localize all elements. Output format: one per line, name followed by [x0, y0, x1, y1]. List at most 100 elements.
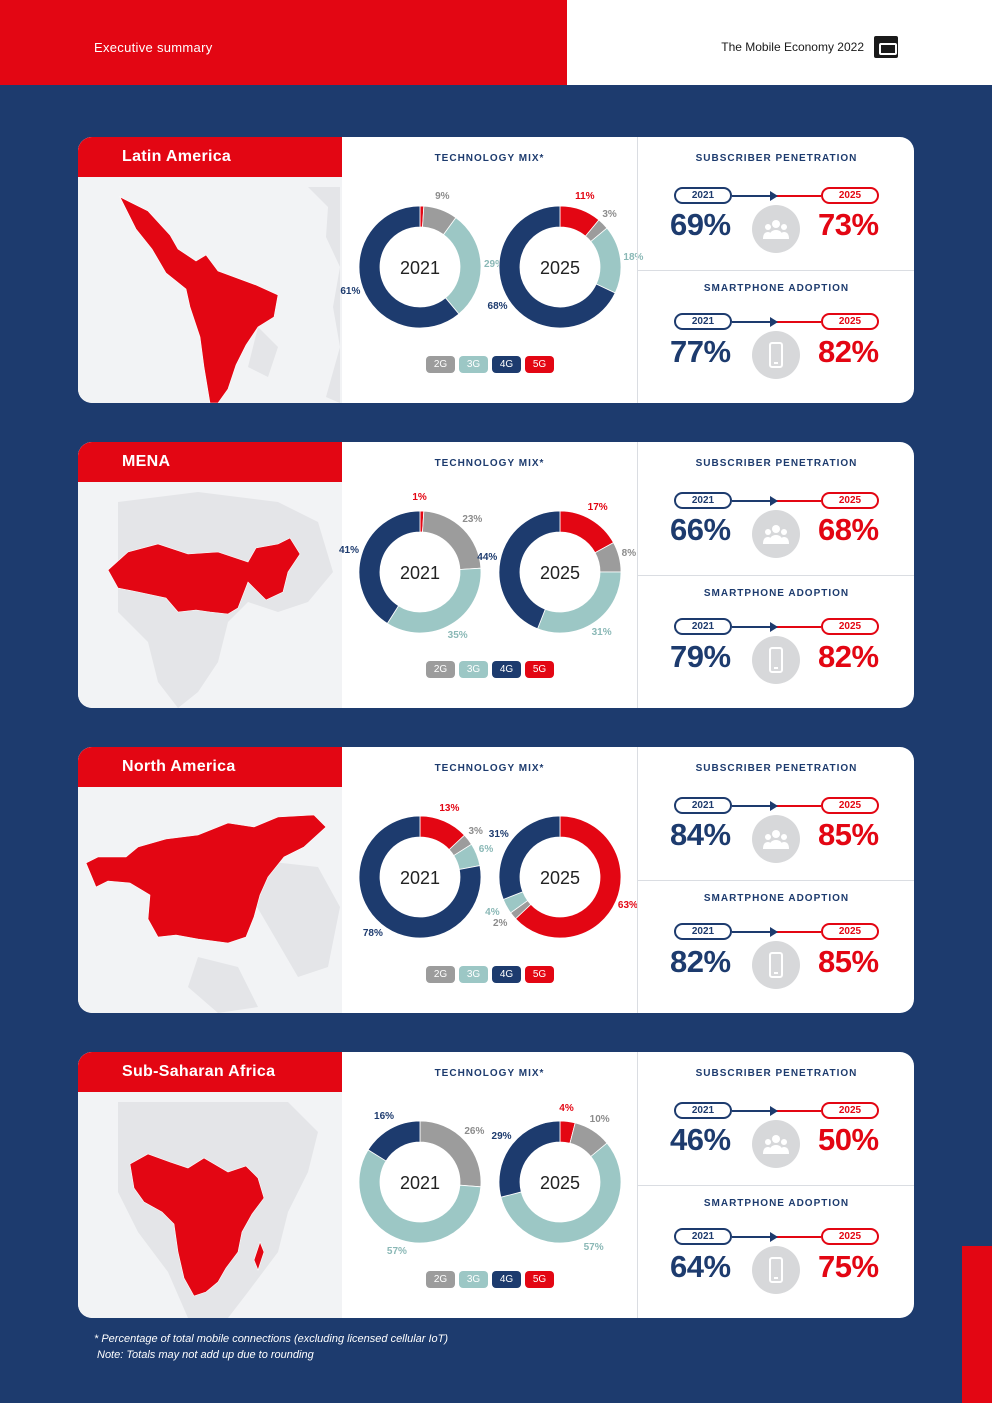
- slice-label-2g: 10%: [589, 1113, 610, 1125]
- donut-chart-2021: 2021: [358, 205, 482, 329]
- stats-panel: SUBSCRIBER PENETRATION 2021 2025 46% 50%…: [637, 1052, 914, 1318]
- technology-mix-panel: TECHNOLOGY MIX* 2G 3G 4G 5G 2021 13% 3% 6% 7…: [342, 747, 638, 1013]
- technology-mix-title: TECHNOLOGY MIX*: [434, 1068, 545, 1079]
- section-title: Executive summary: [94, 40, 213, 55]
- donut-chart-2021: 2021: [358, 510, 482, 634]
- arrow-icon: [732, 801, 821, 811]
- smartphone-adoption-2021: 79%: [670, 639, 731, 674]
- legend-3g: 3G: [459, 966, 488, 983]
- donut-slice-4g: [498, 1120, 561, 1198]
- arrow-icon: [732, 1106, 821, 1116]
- subscriber-penetration-title: SUBSCRIBER PENETRATION: [695, 458, 858, 469]
- donut-chart-2025: 2025: [498, 1120, 622, 1244]
- smartphone-adoption-2021: 82%: [670, 944, 731, 979]
- people-icon-circle: [752, 1120, 800, 1168]
- donut-slice-4g: [498, 205, 616, 329]
- smartphone-icon: [769, 342, 783, 368]
- map-background-land: [188, 857, 340, 1013]
- donut-chart-2025: 2025: [498, 205, 622, 329]
- region-card: Latin America TECHNOLOGY MIX* 2G 3G 4G 5…: [78, 137, 914, 403]
- technology-mix-title: TECHNOLOGY MIX*: [434, 763, 545, 774]
- arrow-icon: [732, 317, 821, 327]
- stats-panel: SUBSCRIBER PENETRATION 2021 2025 69% 73%…: [637, 137, 914, 403]
- map-icon: [85, 814, 340, 1013]
- people-icon: [763, 220, 789, 239]
- subscriber-penetration-2025: 50%: [818, 1122, 879, 1157]
- legend-2g: 2G: [426, 661, 455, 678]
- smartphone-adoption-2021: 64%: [670, 1249, 731, 1284]
- technology-mix-panel: TECHNOLOGY MIX* 2G 3G 4G 5G 2021 1% 23% 35%…: [338, 442, 637, 708]
- donut-slice-4g: [367, 1120, 421, 1162]
- slice-label-3g: 6%: [478, 843, 494, 855]
- legend-5g: 5G: [525, 966, 554, 983]
- subscriber-penetration-2025: 73%: [818, 207, 879, 242]
- smartphone-adoption-2025: 82%: [818, 334, 879, 369]
- technology-mix-title: TECHNOLOGY MIX*: [434, 153, 545, 164]
- donut-center-year: 2025: [540, 258, 580, 278]
- people-icon-circle: [752, 205, 800, 253]
- tech-mix-donut-2021: 2021: [350, 502, 490, 642]
- slice-label-3g: 57%: [386, 1246, 407, 1258]
- legend-3g: 3G: [459, 661, 488, 678]
- people-icon: [763, 830, 789, 849]
- subscriber-penetration-2025: 68%: [818, 512, 879, 547]
- year-pill-2025: 2025: [821, 618, 879, 635]
- donut-slice-4g: [358, 205, 460, 329]
- slice-label-2g: 3%: [602, 208, 617, 220]
- legend-4g: 4G: [492, 356, 521, 373]
- region-map: Latin America: [78, 137, 342, 403]
- legend-2g: 2G: [426, 356, 455, 373]
- legend-2g: 2G: [426, 1271, 455, 1288]
- arrow-icon: [732, 191, 821, 201]
- donut-slice-4g: [498, 510, 561, 630]
- donut-slice-4g: [358, 815, 482, 939]
- year-pill-2021: 2021: [674, 797, 732, 814]
- legend-3g: 3G: [459, 356, 488, 373]
- subscriber-penetration-panel: SUBSCRIBER PENETRATION 2021 2025 84% 85%: [638, 747, 914, 880]
- smartphone-adoption-panel: SMARTPHONE ADOPTION 2021 2025 79% 82%: [638, 575, 914, 708]
- year-pill-2025: 2025: [821, 313, 879, 330]
- donut-center-year: 2021: [400, 868, 440, 888]
- map-highlighted-region: [85, 814, 327, 944]
- slice-label-4g: 68%: [487, 300, 508, 312]
- slice-label-2g: 26%: [464, 1125, 485, 1137]
- slice-label-4g: 44%: [477, 552, 498, 564]
- map-highlighted-region: [107, 537, 301, 615]
- donut-center-year: 2021: [400, 563, 440, 583]
- top-bar: Executive summary The Mobile Economy 202…: [0, 0, 992, 85]
- slice-label-3g: 18%: [623, 251, 644, 263]
- smartphone-adoption-2021: 77%: [670, 334, 731, 369]
- tech-mix-donut-2025: 2025: [490, 1112, 630, 1252]
- year-pill-2021: 2021: [674, 313, 732, 330]
- slice-label-3g: 4%: [485, 906, 500, 918]
- donut-slice-3g: [590, 227, 622, 294]
- arrow-icon: [732, 1232, 821, 1242]
- region-card: North America TECHNOLOGY MIX* 2G 3G 4G 5…: [78, 747, 914, 1013]
- donut-chart-2021: 2021: [358, 815, 482, 939]
- map-background-land: [248, 187, 340, 403]
- legend-4g: 4G: [492, 966, 521, 983]
- tech-mix-donut-2025: 2025: [490, 197, 630, 337]
- slice-label-5g: 63%: [617, 900, 638, 912]
- donut-center-year: 2021: [400, 258, 440, 278]
- donut-center-year: 2025: [540, 868, 580, 888]
- slice-label-2g: 8%: [621, 547, 637, 559]
- slice-label-5g: 17%: [587, 502, 608, 514]
- slice-label-4g: 41%: [338, 545, 359, 557]
- slice-label-4g: 78%: [362, 928, 383, 940]
- smartphone-adoption-title: SMARTPHONE ADOPTION: [703, 283, 850, 294]
- technology-legend: 2G 3G 4G 5G: [426, 356, 554, 373]
- region-map: North America: [78, 747, 342, 1013]
- slice-label-4g: 16%: [374, 1111, 395, 1123]
- year-pill-2025: 2025: [821, 797, 879, 814]
- year-pill-2025: 2025: [821, 187, 879, 204]
- smartphone-icon-circle: [752, 331, 800, 379]
- people-icon-circle: [752, 510, 800, 558]
- map-highlighted-region: [119, 196, 279, 403]
- stats-panel: SUBSCRIBER PENETRATION 2021 2025 84% 85%…: [637, 747, 914, 1013]
- subscriber-penetration-panel: SUBSCRIBER PENETRATION 2021 2025 66% 68%: [638, 442, 914, 575]
- year-pill-2021: 2021: [674, 1228, 732, 1245]
- region-card: MENA TECHNOLOGY MIX* 2G 3G 4G 5G 2021 1% 2…: [78, 442, 914, 708]
- technology-legend: 2G 3G 4G 5G: [426, 1271, 554, 1288]
- region-map: MENA: [78, 442, 342, 708]
